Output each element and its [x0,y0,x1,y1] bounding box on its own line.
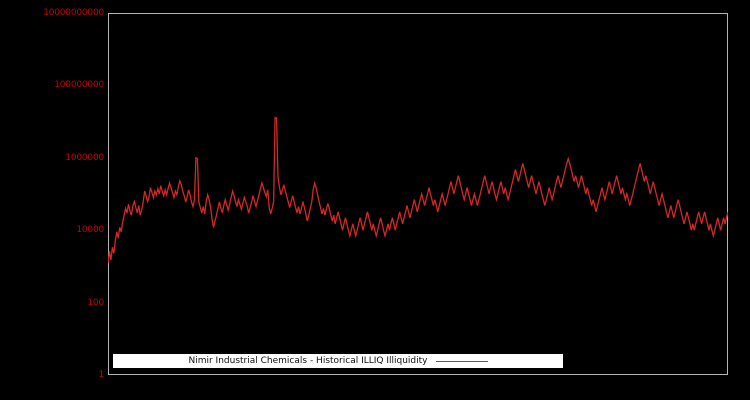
data-series-plot [108,116,728,264]
legend: Nimir Industrial Chemicals - Historical … [113,354,563,368]
y-axis-tick-labels: 10000000000 100000000 1000000 10000 100 1 [0,0,104,400]
illiq-series-line [108,116,728,264]
y-axis-tick-label: 100 [87,297,104,308]
y-axis-tick-label: 1000000 [65,152,104,163]
y-axis-tick-label: 100000000 [54,80,104,91]
legend-line-sample-icon [435,360,488,362]
y-axis-tick-label: 1 [98,370,104,380]
legend-label: Nimir Industrial Chemicals - Historical … [188,356,428,366]
plot-area-border [108,13,728,375]
y-axis-tick-label: 10000 [76,225,104,236]
y-axis-tick-label: 10000000000 [43,8,104,18]
